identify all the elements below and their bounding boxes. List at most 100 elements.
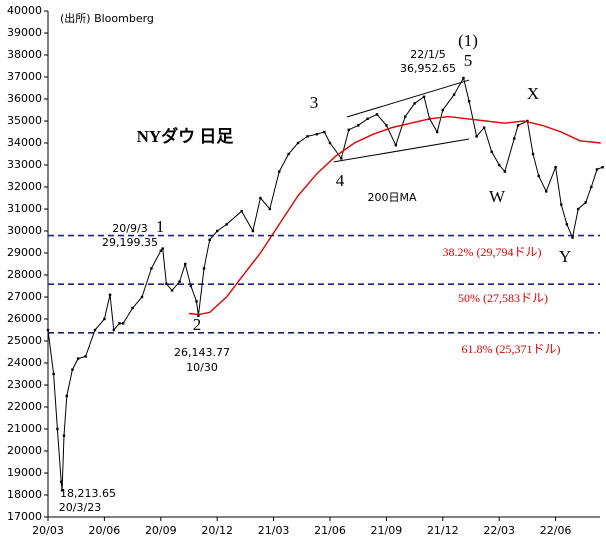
price-point (112, 328, 115, 332)
price-point (357, 124, 360, 127)
annotation: 10/30 (186, 361, 218, 374)
y-tick-label: 35000 (7, 114, 42, 127)
price-point (498, 163, 501, 167)
price-point (385, 124, 388, 127)
price-point (240, 210, 243, 213)
y-tick-label: 29000 (7, 246, 42, 259)
price-point (537, 174, 540, 178)
series-label: 200日MA (367, 191, 416, 204)
price-point (268, 207, 272, 211)
price-point (595, 168, 599, 171)
y-tick-label: 33000 (7, 158, 42, 171)
price-point (65, 394, 68, 398)
y-tick-label: 27000 (7, 290, 42, 303)
annotation: 3 (310, 93, 319, 112)
price-point (452, 93, 456, 96)
price-point (590, 185, 593, 189)
price-point (56, 427, 59, 431)
annotation: 26,143.77 (174, 346, 230, 359)
price-point (184, 262, 187, 266)
price-point (576, 207, 580, 211)
price-point (347, 128, 350, 131)
level-label: 50% (27,583ドル) (458, 291, 548, 305)
y-tick-label: 37000 (7, 70, 42, 83)
price-point (422, 95, 426, 98)
y-tick-label: 25000 (7, 334, 42, 347)
annotation: 1 (156, 217, 165, 236)
annotation: 36,952.65 (400, 62, 456, 75)
price-point (108, 293, 112, 296)
y-tick-label: 40000 (7, 4, 42, 17)
price-point (159, 249, 162, 252)
price-point (475, 135, 478, 138)
price-point (202, 267, 206, 270)
y-tick-label: 19000 (7, 466, 42, 479)
price-point (526, 119, 529, 123)
price-point (435, 130, 439, 134)
price-point (251, 229, 255, 233)
price-point (545, 190, 548, 193)
price-point (340, 157, 343, 160)
y-tick-label: 18000 (7, 488, 42, 501)
annotation: 20/9/3 (112, 222, 147, 235)
y-tick-label: 23000 (7, 378, 42, 391)
price-point (71, 368, 74, 371)
annotation: 20/3/23 (59, 501, 101, 514)
price-point (375, 113, 379, 116)
price-point (84, 355, 87, 358)
price-point (59, 480, 63, 483)
y-tick-label: 34000 (7, 136, 42, 149)
price-point (208, 238, 211, 241)
y-tick-label: 24000 (7, 356, 42, 369)
annotation: Y (559, 247, 571, 266)
price-point (76, 357, 80, 360)
x-tick-label: 21/06 (314, 524, 346, 537)
annotation: 18,213.65 (60, 487, 116, 500)
moving-average (188, 115, 601, 316)
y-tick-label: 39000 (7, 26, 42, 39)
annotation: W (489, 187, 506, 206)
x-tick-label: 20/06 (89, 524, 121, 537)
source: (出所) Bloomberg (60, 11, 154, 25)
price-point (259, 196, 262, 200)
x-tick-label: 22/03 (483, 524, 515, 537)
price-point (482, 126, 486, 129)
annotation: 29,199.35 (102, 236, 158, 249)
price-point (462, 76, 465, 80)
price-point (296, 141, 300, 145)
price-point (278, 170, 281, 173)
price-point (195, 300, 198, 303)
annotation: X (527, 84, 539, 103)
price-point (93, 328, 97, 332)
price-point (60, 489, 64, 492)
price-point (315, 133, 319, 136)
price-point (197, 314, 200, 318)
price-point (161, 247, 164, 250)
price-point (216, 229, 219, 233)
y-tick-label: 38000 (7, 48, 42, 61)
price-point (516, 124, 520, 127)
price-point (178, 280, 181, 283)
price-point (366, 117, 369, 120)
price-point (165, 282, 168, 285)
annotation: 22/1/5 (410, 48, 445, 61)
price-point (531, 152, 535, 156)
price-point (122, 322, 125, 325)
chart-title: NYダウ 日足 (137, 126, 234, 146)
y-tick-label: 26000 (7, 312, 42, 325)
price-point (394, 144, 397, 147)
y-tick-label: 36000 (7, 92, 42, 105)
price-point (189, 284, 193, 288)
price-point (560, 203, 563, 206)
price-point (571, 236, 574, 239)
price-point (306, 135, 309, 138)
price-point (413, 102, 416, 105)
trend-line (346, 79, 470, 118)
price-point (150, 267, 153, 270)
x-tick-label: 20/09 (145, 524, 177, 537)
level-label: 61.8% (25,371ドル) (462, 342, 561, 356)
y-tick-label: 21000 (7, 422, 42, 435)
price-point (287, 152, 290, 156)
price-point (513, 137, 516, 140)
